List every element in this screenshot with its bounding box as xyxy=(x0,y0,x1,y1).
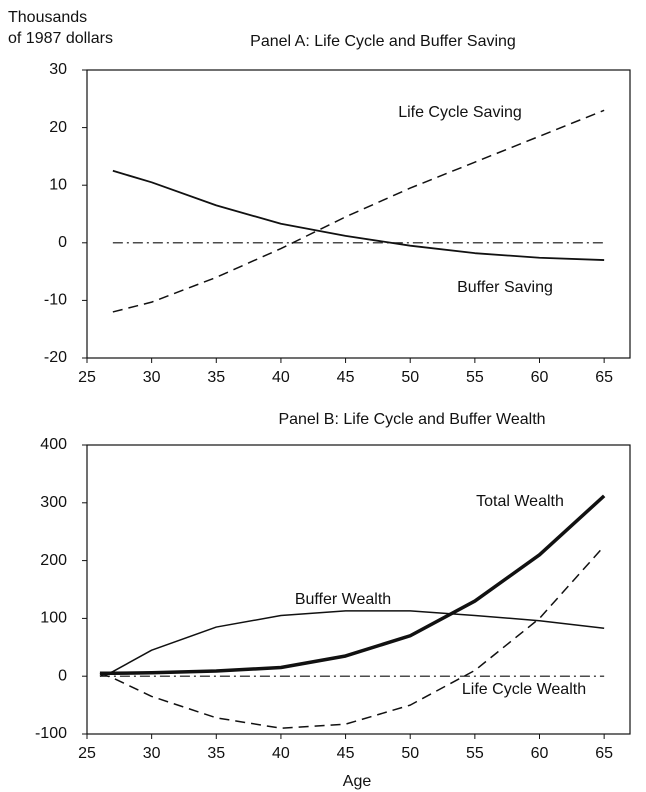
x-tick-label: 45 xyxy=(337,369,355,386)
x-tick-label: 45 xyxy=(337,745,355,762)
x-tick-label: 60 xyxy=(531,369,549,386)
panel-title: Panel A: Life Cycle and Buffer Saving xyxy=(250,33,516,50)
x-tick-label: 65 xyxy=(595,745,613,762)
x-tick-label: 35 xyxy=(207,745,225,762)
series-label: Life Cycle Saving xyxy=(398,104,522,121)
x-tick-label: 25 xyxy=(78,369,96,386)
y-tick-label: 20 xyxy=(49,119,67,136)
x-tick-label: 25 xyxy=(78,745,96,762)
y-tick-label: 300 xyxy=(40,494,67,511)
series-line xyxy=(112,169,605,261)
series-line xyxy=(99,494,606,676)
y-axis-label: of 1987 dollars xyxy=(8,30,113,47)
y-tick-label: -100 xyxy=(35,725,67,742)
y-tick-label: 0 xyxy=(58,667,67,684)
x-tick-label: 55 xyxy=(466,369,484,386)
series-line xyxy=(99,610,605,677)
x-tick-label: 50 xyxy=(401,369,419,386)
x-tick-label: 35 xyxy=(207,369,225,386)
y-tick-label: -10 xyxy=(44,292,67,309)
y-tick-label: 400 xyxy=(40,436,67,453)
series-label: Life Cycle Wealth xyxy=(462,681,586,698)
y-tick-label: 30 xyxy=(49,61,67,78)
series-label: Buffer Saving xyxy=(457,279,553,296)
y-tick-label: 200 xyxy=(40,552,67,569)
x-tick-label: 50 xyxy=(401,745,419,762)
x-tick-label: 30 xyxy=(143,369,161,386)
x-axis-label: Age xyxy=(343,773,372,790)
x-tick-label: 40 xyxy=(272,745,290,762)
y-tick-label: -20 xyxy=(44,349,67,366)
series-line xyxy=(99,545,605,729)
series-label: Total Wealth xyxy=(476,493,564,510)
series-label: Buffer Wealth xyxy=(295,591,391,608)
y-tick-label: 10 xyxy=(49,176,67,193)
y-axis-label: Thousands xyxy=(8,9,87,26)
y-tick-label: 100 xyxy=(40,610,67,627)
plot-frame xyxy=(86,444,631,735)
x-tick-label: 65 xyxy=(595,369,613,386)
y-tick-label: 0 xyxy=(58,234,67,251)
plot-frame xyxy=(86,69,631,359)
x-tick-label: 60 xyxy=(531,745,549,762)
x-tick-label: 40 xyxy=(272,369,290,386)
x-tick-label: 55 xyxy=(466,745,484,762)
x-tick-label: 30 xyxy=(143,745,161,762)
series-line xyxy=(112,109,605,313)
panel-title: Panel B: Life Cycle and Buffer Wealth xyxy=(278,411,545,428)
